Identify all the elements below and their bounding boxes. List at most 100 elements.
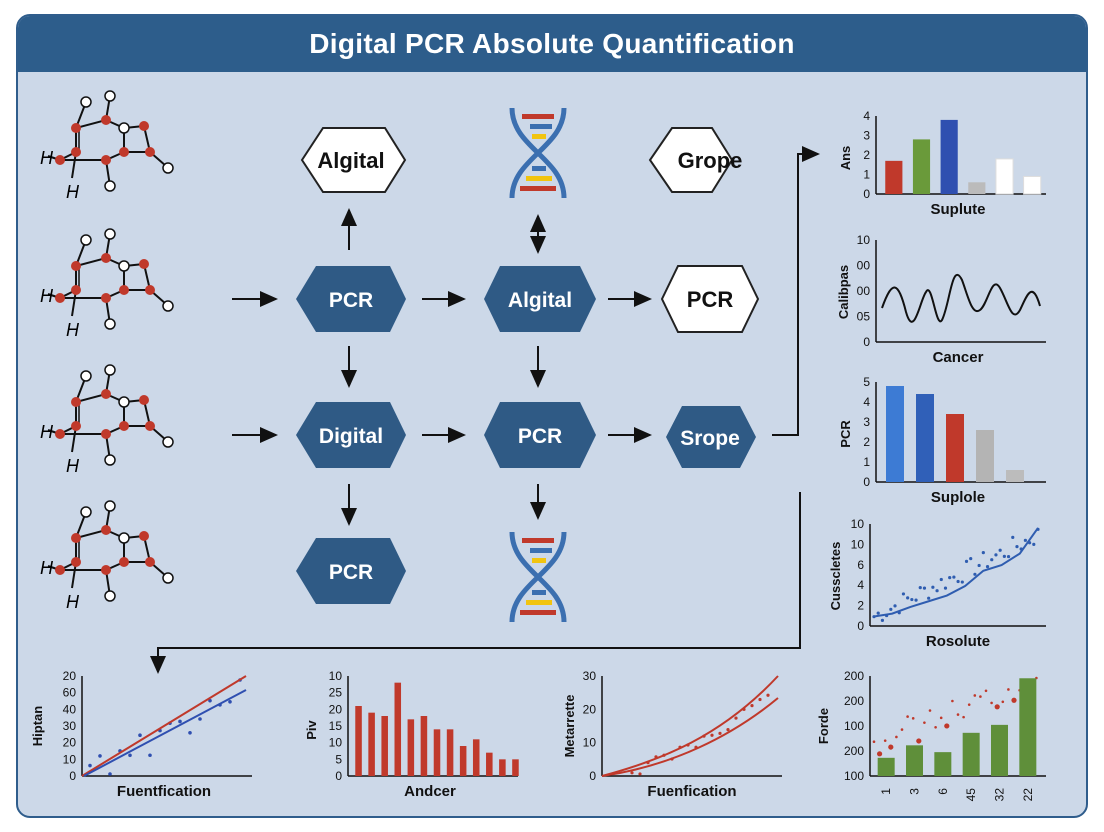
bar <box>355 706 362 776</box>
y-tick-label: 1 <box>863 168 870 182</box>
scatter-point <box>1032 542 1036 546</box>
chart-bottom3: 0 10 20 30 Metarrette Fuenfication <box>562 669 782 800</box>
node-r1c3: Grope <box>648 127 743 193</box>
scatter-point <box>990 558 994 562</box>
scatter-point <box>188 731 192 735</box>
title-bar: Digital PCR Absolute Quantification <box>18 16 1086 72</box>
scatter-point <box>935 589 939 593</box>
svg-text:Grope: Grope <box>678 148 743 173</box>
scatter-point <box>138 733 142 738</box>
scatter-point <box>906 596 910 600</box>
scatter-point <box>923 721 926 724</box>
x-tick-label: 3 <box>908 788 922 795</box>
svg-text:H: H <box>40 286 54 306</box>
scatter-point <box>918 586 922 590</box>
scatter-point <box>979 695 982 698</box>
y-tick-label: 15 <box>329 719 343 733</box>
scatter-point <box>888 744 894 750</box>
y-tick-label: 4 <box>863 395 870 409</box>
scatter-point <box>911 717 915 720</box>
scatter-point <box>977 563 981 568</box>
flow-arrows <box>150 146 820 674</box>
scatter-point <box>934 725 937 729</box>
bar <box>885 160 903 194</box>
scatter-point <box>128 753 132 758</box>
svg-text:H: H <box>66 592 80 612</box>
scatter-point <box>914 598 918 602</box>
scatter-point <box>883 739 887 742</box>
scatter-point <box>718 731 722 735</box>
scatter-point <box>1001 700 1005 704</box>
scatter-point <box>927 596 931 600</box>
y-tick-label: 5 <box>335 752 342 766</box>
bar <box>946 414 964 482</box>
svg-text:Piv: Piv <box>304 719 319 739</box>
scatter-point <box>1015 545 1019 549</box>
scatter-point <box>880 618 885 622</box>
y-tick-label: 4 <box>863 109 870 123</box>
bar <box>1019 678 1037 776</box>
scatter-point <box>208 698 212 703</box>
svg-text:H: H <box>66 182 80 202</box>
bar <box>906 745 923 776</box>
scatter-point <box>889 607 893 611</box>
bar <box>968 182 986 194</box>
scatter-point <box>956 579 960 584</box>
scatter-point <box>985 565 990 569</box>
scatter-point <box>148 753 152 758</box>
node-r3c1: Digital <box>296 402 406 468</box>
scatter-point <box>969 557 973 561</box>
bar <box>472 739 480 776</box>
scatter-point <box>990 701 993 705</box>
scatter-point <box>964 559 969 563</box>
y-tick-label: 20 <box>63 669 77 683</box>
svg-text:Algital: Algital <box>508 289 572 312</box>
y-tick-label: 10 <box>851 537 865 551</box>
y-tick-label: 100 <box>844 719 864 733</box>
scatter-point <box>88 763 92 768</box>
y-tick-label: 05 <box>857 310 871 324</box>
chart-bottom2: 0 5 10 15 20 25 10 Piv Andcer <box>304 669 519 800</box>
x-tick-label: 6 <box>936 788 950 795</box>
scatter-point <box>943 586 948 590</box>
y-tick-label: 200 <box>844 744 864 758</box>
svg-text:Calibpas: Calibpas <box>836 265 851 319</box>
molecule-2: HH <box>40 228 174 340</box>
x-tick-label: 45 <box>964 788 978 802</box>
svg-text:PCR: PCR <box>838 420 853 448</box>
scatter-point <box>981 551 985 555</box>
chart-right4: 0 2 4 6 10 10 Cusscletes Rosolute <box>828 517 1046 650</box>
y-tick-label: 60 <box>63 686 77 700</box>
bar <box>368 712 375 776</box>
node-r2c1: PCR <box>296 266 406 332</box>
scatter-point <box>1002 554 1006 558</box>
bar <box>916 394 934 482</box>
svg-text:H: H <box>40 558 54 578</box>
scatter-point <box>1023 538 1027 542</box>
scatter-point <box>967 703 971 706</box>
svg-text:Forde: Forde <box>816 708 831 744</box>
y-tick-label: 5 <box>863 375 870 389</box>
y-tick-label: 10 <box>857 233 871 247</box>
y-tick-label: 2 <box>863 148 870 162</box>
y-tick-label: 30 <box>63 719 77 733</box>
scatter-point <box>952 575 956 579</box>
y-tick-label: 6 <box>857 558 864 572</box>
svg-text:Ans: Ans <box>838 146 853 171</box>
bar <box>1006 470 1024 482</box>
bar <box>991 724 1008 776</box>
svg-text:Cancer: Cancer <box>933 349 984 366</box>
scatter-point <box>951 699 954 703</box>
scatter-point <box>877 751 883 757</box>
svg-text:Fuentfication: Fuentfication <box>117 783 211 800</box>
y-tick-label: 00 <box>857 284 871 298</box>
bar <box>886 386 904 482</box>
scatter-point <box>758 697 762 702</box>
y-tick-label: 200 <box>844 694 864 708</box>
trend-line <box>873 527 1039 618</box>
bar <box>962 732 980 776</box>
y-tick-label: 10 <box>583 736 597 750</box>
scatter-point <box>984 689 988 693</box>
scatter-point <box>1011 535 1015 540</box>
scatter-point <box>630 771 634 775</box>
